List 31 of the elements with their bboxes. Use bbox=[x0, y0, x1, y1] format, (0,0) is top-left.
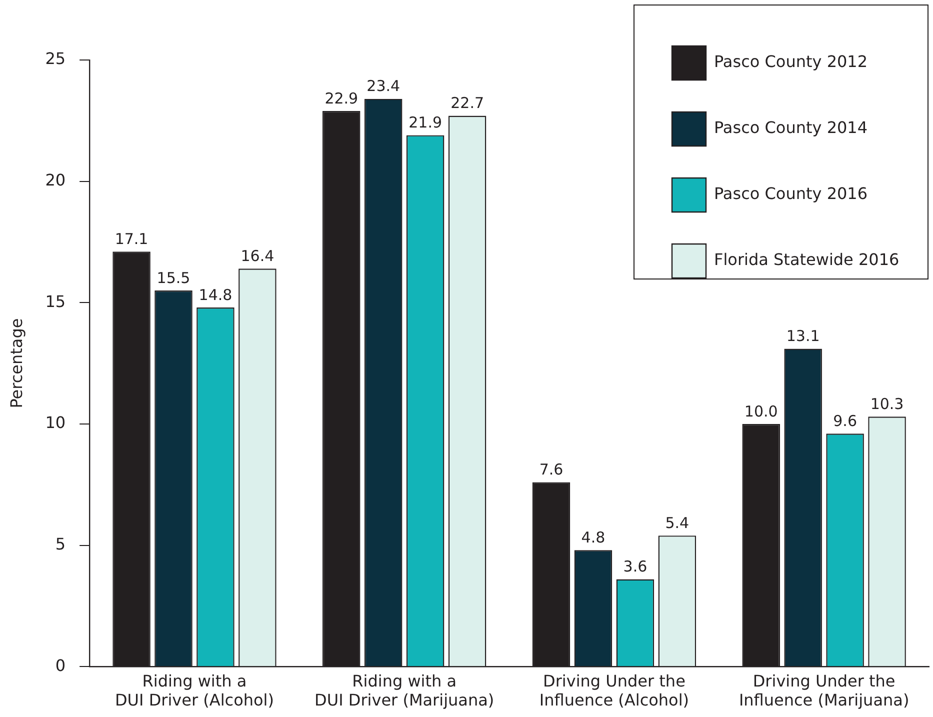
data-label: 16.4 bbox=[240, 247, 274, 266]
x-tick-label: Riding with a DUI Driver (Marijuana) bbox=[314, 671, 494, 710]
data-label: 21.9 bbox=[408, 114, 442, 132]
y-tick-label: 20 bbox=[45, 170, 66, 190]
data-label: 23.4 bbox=[366, 77, 400, 96]
y-tick-label: 25 bbox=[45, 49, 66, 68]
data-label: 7.6 bbox=[539, 460, 564, 479]
data-label: 3.6 bbox=[623, 558, 648, 576]
data-label: 22.7 bbox=[450, 94, 484, 112]
legend-label: Pasco County 2014 bbox=[714, 118, 868, 138]
y-tick-label: 0 bbox=[55, 656, 66, 675]
y-axis-title: Percentage bbox=[6, 318, 26, 408]
data-label: 4.8 bbox=[581, 528, 606, 547]
data-label: 22.9 bbox=[324, 89, 358, 108]
data-label: 14.8 bbox=[198, 286, 232, 304]
x-tick-label: Riding with a DUI Driver (Alcohol) bbox=[114, 671, 274, 710]
x-tick-label: Driving Under the Influence (Marijuana) bbox=[738, 671, 910, 710]
data-label: 10.3 bbox=[870, 395, 904, 414]
y-tick-label: 10 bbox=[45, 413, 66, 432]
data-label: 17.1 bbox=[114, 230, 148, 248]
legend-label: Pasco County 2012 bbox=[714, 52, 868, 72]
legend-label: Florida Statewide 2016 bbox=[714, 250, 900, 270]
y-tick-label: 5 bbox=[55, 534, 66, 554]
data-label: 5.4 bbox=[665, 514, 690, 532]
x-tick-label: Driving Under the Influence (Alcohol) bbox=[539, 671, 690, 710]
data-label: 13.1 bbox=[786, 327, 820, 346]
data-label: 15.5 bbox=[156, 268, 190, 287]
y-tick-label: 15 bbox=[45, 292, 66, 311]
legend-label: Pasco County 2016 bbox=[714, 184, 868, 204]
data-label: 10.0 bbox=[744, 402, 778, 420]
data-label: 9.6 bbox=[833, 412, 857, 430]
